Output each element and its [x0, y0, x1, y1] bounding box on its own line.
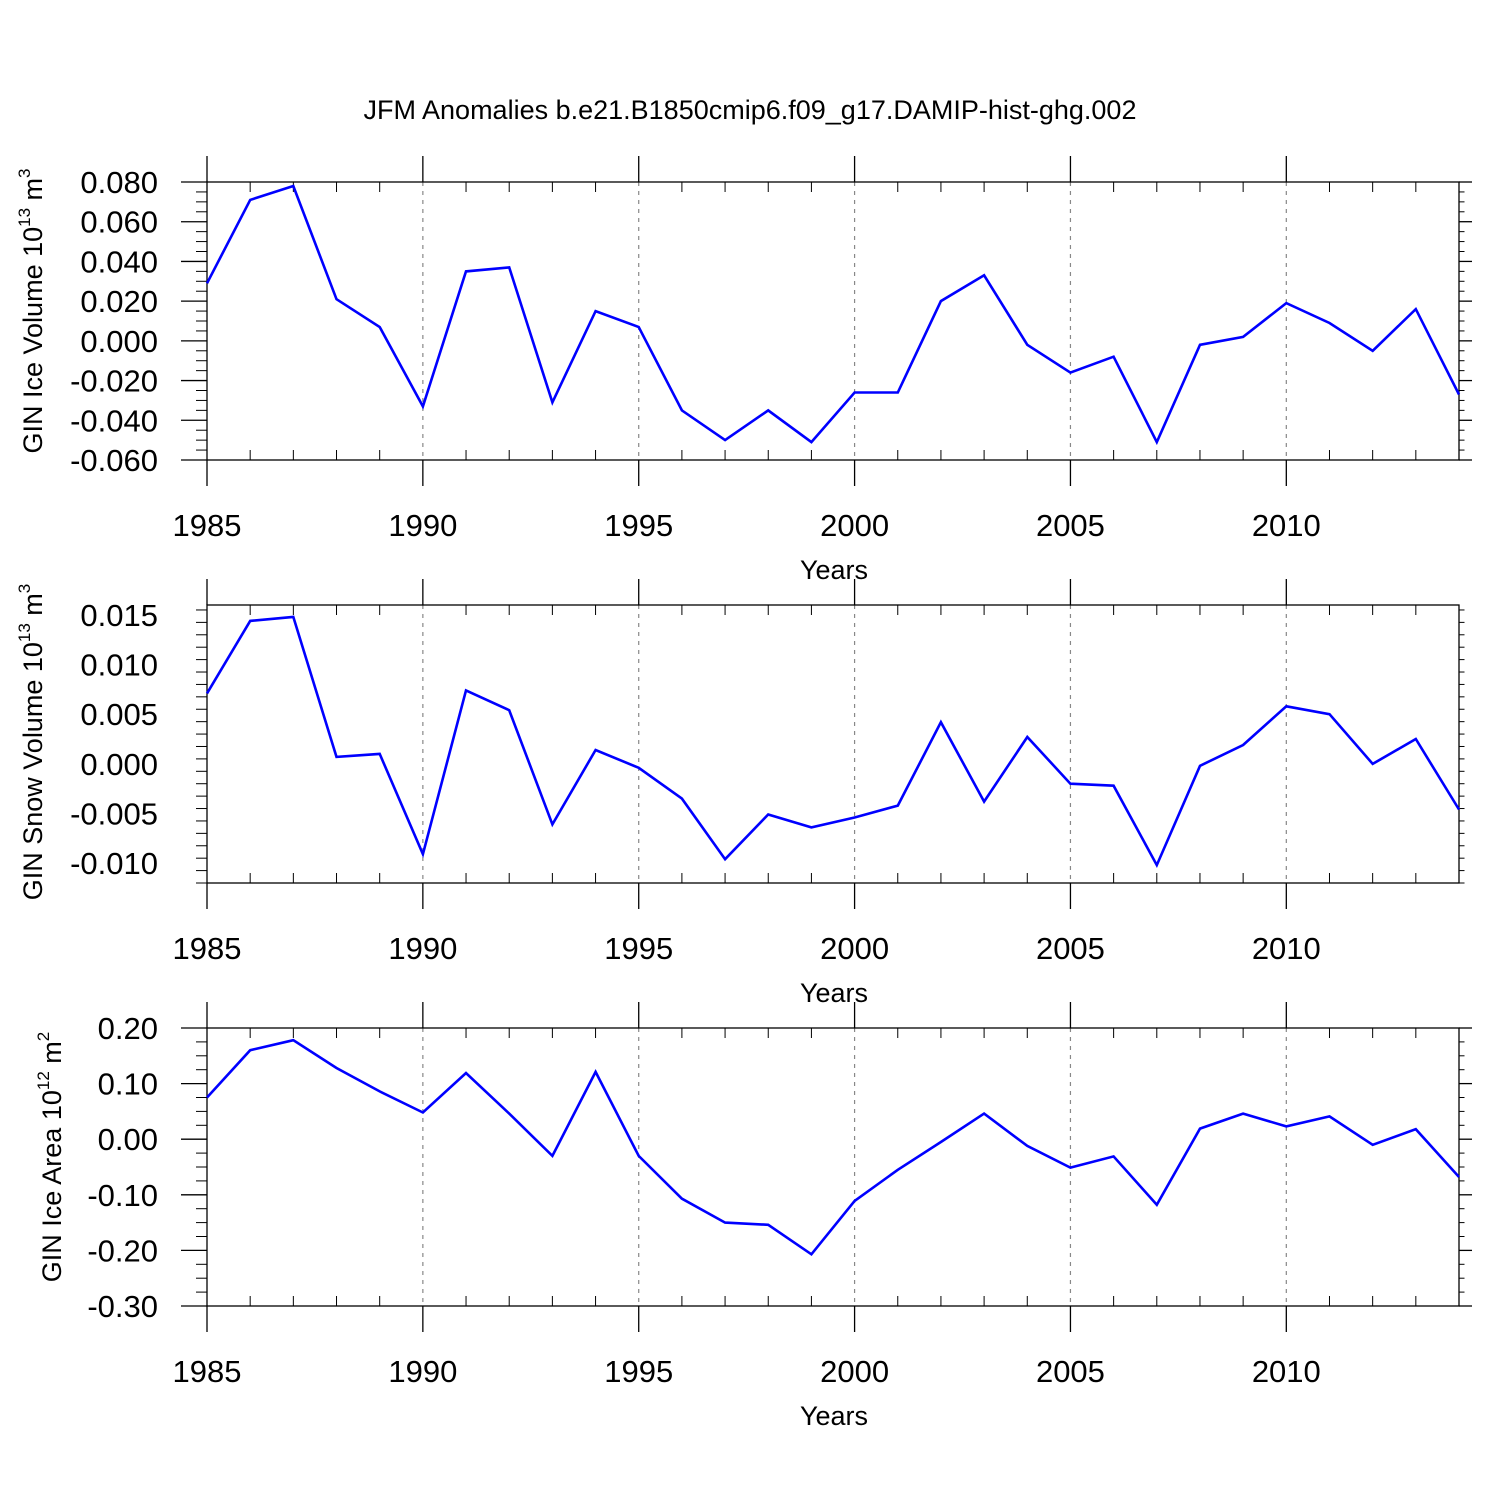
- x-tick-label: 1995: [604, 1354, 673, 1389]
- x-tick-label: 1985: [173, 508, 242, 543]
- y-tick-label: -0.010: [70, 846, 158, 881]
- x-tick-label: 1990: [388, 508, 457, 543]
- y-tick-label: -0.060: [70, 443, 158, 478]
- x-tick-label: 1995: [604, 508, 673, 543]
- y-tick-label: -0.005: [70, 797, 158, 832]
- y-axis-label-exponent: 13: [15, 623, 34, 642]
- y-tick-label: 0.015: [80, 598, 158, 633]
- panels: 1985 1990 1995 2000 2005 2010 Years 0.080 0.060 0…: [15, 156, 1472, 1431]
- x-axis-label: Years: [800, 555, 868, 585]
- x-axis-label: Years: [800, 1401, 868, 1431]
- y-tick-label: 0.20: [98, 1011, 158, 1046]
- y-tick-label: -0.20: [87, 1233, 158, 1268]
- y-tick-label: -0.30: [87, 1289, 158, 1324]
- chart-panel-2: 1985 1990 1995 2000 2005 2010 Years 0.015 0.010 0…: [15, 579, 1465, 1008]
- x-tick-label: 2005: [1036, 931, 1105, 966]
- y-tick-label: 0.000: [80, 324, 158, 359]
- plot-frame: [206, 604, 1460, 884]
- y-axis-label-exponent: 3: [15, 168, 34, 177]
- y-tick-label: -0.10: [87, 1178, 158, 1213]
- y-tick-label: -0.020: [70, 364, 158, 399]
- y-axis-label-text: m: [18, 178, 48, 208]
- x-tick-label: 2000: [820, 508, 889, 543]
- chart-panel-3: 1985 1990 1995 2000 2005 2010 Years 0.20 0.10 0.0…: [34, 1002, 1472, 1431]
- y-tick-label: 0.10: [98, 1067, 158, 1102]
- y-tick-label: 0.080: [80, 165, 158, 200]
- chart-title: JFM Anomalies b.e21.B1850cmip6.f09_g17.D…: [364, 95, 1137, 125]
- y-axis-label-text: GIN Snow Volume 10: [18, 642, 48, 900]
- y-axis-label-exponent: 12: [34, 1071, 53, 1090]
- x-tick-label: 1990: [388, 931, 457, 966]
- chart-panel-1: 1985 1990 1995 2000 2005 2010 Years 0.080 0.060 0…: [15, 156, 1472, 585]
- y-axis-label: GIN Snow Volume 1013 m3: [15, 584, 48, 901]
- y-axis-label-text: m: [18, 593, 48, 623]
- x-tick-label: 2010: [1252, 1354, 1321, 1389]
- x-tick-label: 2010: [1252, 508, 1321, 543]
- y-tick-label: 0.040: [80, 244, 158, 279]
- series-line-3: [206, 1038, 1460, 1257]
- plot-frame: [206, 1027, 1460, 1307]
- y-axis-label-text: GIN Ice Area 10: [37, 1090, 67, 1282]
- series-line-2: [205, 615, 1461, 869]
- x-tick-label: 1985: [173, 931, 242, 966]
- y-tick-label: 0.060: [80, 205, 158, 240]
- series-line-1: [205, 184, 1461, 446]
- y-tick-label: 0.000: [80, 747, 158, 782]
- y-tick-label: 0.020: [80, 284, 158, 319]
- x-tick-label: 2005: [1036, 1354, 1105, 1389]
- y-axis-label: GIN Ice Volume 1013 m3: [15, 168, 48, 453]
- y-axis-label-exponent: 2: [34, 1032, 53, 1041]
- y-tick-label: 0.00: [98, 1122, 158, 1157]
- y-tick-label: 0.005: [80, 697, 158, 732]
- y-axis-label: GIN Ice Area 1012 m2: [34, 1032, 67, 1283]
- x-tick-label: 1995: [604, 931, 673, 966]
- x-tick-label: 2000: [820, 931, 889, 966]
- x-tick-label: 1990: [388, 1354, 457, 1389]
- y-tick-label: 0.010: [80, 648, 158, 683]
- x-tick-label: 2005: [1036, 508, 1105, 543]
- x-tick-label: 1985: [173, 1354, 242, 1389]
- y-axis-label-exponent: 13: [15, 208, 34, 227]
- y-axis-label-text: GIN Ice Volume 10: [18, 227, 48, 454]
- y-axis-label-text: m: [37, 1041, 67, 1071]
- y-axis-label-exponent: 3: [15, 584, 34, 593]
- x-tick-label: 2010: [1252, 931, 1321, 966]
- y-tick-label: -0.040: [70, 403, 158, 438]
- x-axis-label: Years: [800, 978, 868, 1008]
- x-tick-label: 2000: [820, 1354, 889, 1389]
